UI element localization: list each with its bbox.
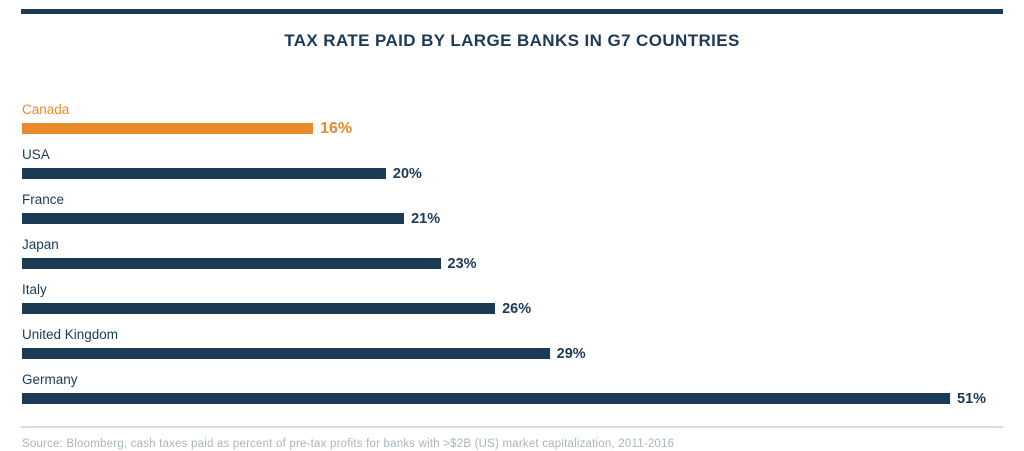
- bar-value: 20%: [392, 165, 422, 182]
- bar-label: Germany: [22, 372, 78, 387]
- bar-row: Italy 26%: [22, 281, 1002, 317]
- bar-track: 51%: [22, 390, 1002, 407]
- bar-value: 21%: [411, 210, 441, 227]
- chart-page: TAX RATE PAID BY LARGE BANKS IN G7 COUNT…: [0, 9, 1024, 451]
- bar-value: 23%: [447, 255, 477, 272]
- source-note: Source: Bloomberg, cash taxes paid as pe…: [22, 438, 675, 450]
- chart-title: TAX RATE PAID BY LARGE BANKS IN G7 COUNT…: [284, 31, 740, 50]
- bar-track: 21%: [22, 210, 1002, 227]
- bar: [22, 213, 405, 224]
- bar-row: United Kingdom 29%: [22, 326, 1002, 362]
- bar-label: France: [22, 192, 65, 207]
- bar-row: Germany 51%: [22, 371, 1002, 407]
- bar-value: 26%: [502, 300, 532, 317]
- bar-label: United Kingdom: [22, 327, 119, 342]
- bar-track: 20%: [22, 165, 1002, 182]
- top-divider: [21, 9, 1003, 14]
- bottom-divider: [21, 426, 1003, 428]
- bar: [22, 393, 950, 404]
- bar-value: 51%: [957, 390, 987, 407]
- bar-label: Japan: [22, 237, 59, 252]
- bar-label: Canada: [22, 102, 70, 117]
- bar-label: Italy: [22, 282, 47, 297]
- bar-value: 16%: [320, 119, 353, 137]
- bar-value: 29%: [556, 345, 586, 362]
- bar-track: 26%: [22, 300, 1002, 317]
- bar-row: USA 20%: [22, 146, 1002, 182]
- bar-track: 29%: [22, 345, 1002, 362]
- bar: [22, 123, 314, 134]
- bar-track: 16%: [22, 120, 1002, 137]
- bar-chart: Canada 16% USA 20% France 21% Japan 23% Italy 26%…: [22, 51, 1002, 407]
- bar: [22, 168, 386, 179]
- bar: [22, 258, 441, 269]
- bar-label: USA: [22, 147, 50, 162]
- bar-row: Canada 16%: [22, 101, 1002, 137]
- bar-track: 23%: [22, 255, 1002, 272]
- bar-row: Japan 23%: [22, 236, 1002, 272]
- bar: [22, 348, 550, 359]
- bar: [22, 303, 496, 314]
- bar-row: France 21%: [22, 191, 1002, 227]
